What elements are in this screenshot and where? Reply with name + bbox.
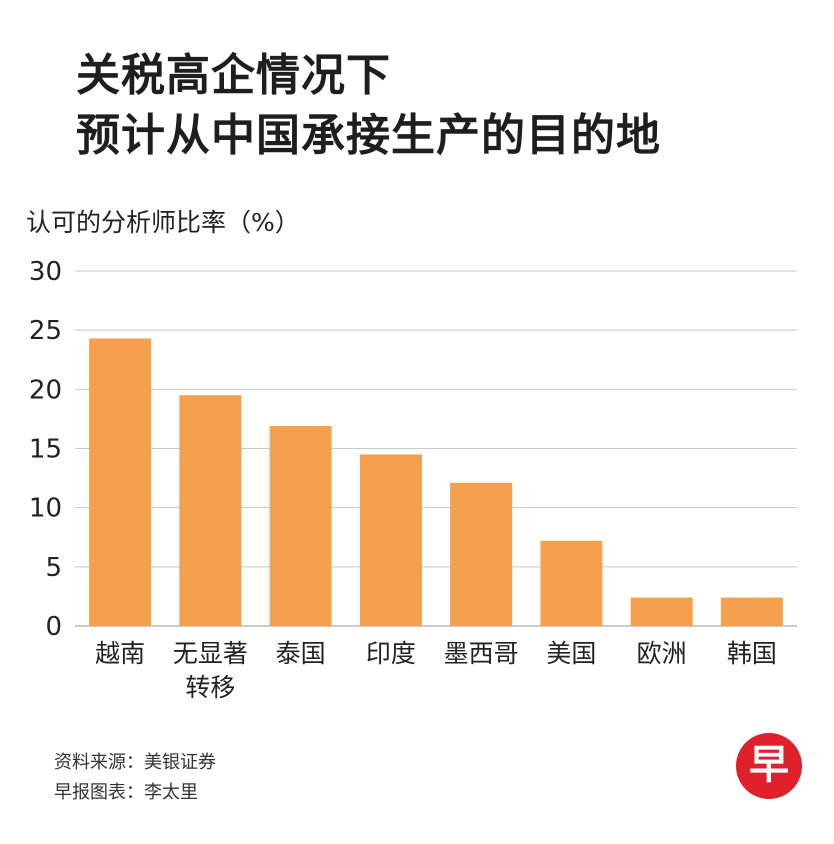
x-tick-label: 韩国 [727,639,777,668]
x-tick-label: 无显著 [173,639,248,668]
y-axis-label: 认可的分析师比率（%） [26,208,300,237]
x-tick-label: 欧洲 [637,639,687,668]
source-notes: 资料来源：美银证券 早报图表：李太里 [54,748,216,808]
chart-title: 关税高企情况下 预计从中国承接生产的目的地 [76,46,661,166]
y-tick-label: 10 [29,494,62,524]
bar [179,395,242,626]
x-tick-label: 墨西哥 [444,639,519,668]
x-tick-label: 美国 [546,639,596,668]
y-tick-label: 25 [29,316,62,346]
bar [630,597,693,626]
x-tick-label: 泰国 [276,639,326,668]
bar [540,540,603,626]
bar [89,338,152,626]
title-line-2: 预计从中国承接生产的目的地 [76,110,661,161]
y-tick-label: 30 [29,257,62,287]
x-tick-label: 印度 [366,639,416,668]
bar [359,454,422,626]
y-tick-label: 15 [29,435,62,465]
x-tick-label: 转移 [185,673,235,702]
zaobao-logo: 早 [736,733,802,799]
bar [720,597,783,626]
source-text: 资料来源：美银证券 [54,752,216,773]
y-tick-label: 20 [29,375,62,405]
bar [450,482,513,626]
title-line-1: 关税高企情况下 [76,50,391,101]
x-tick-label: 越南 [95,639,145,668]
bar [269,426,332,626]
credit-text: 早报图表：李太里 [54,782,198,803]
y-tick-label: 5 [45,553,62,583]
y-tick-label: 0 [45,612,62,642]
